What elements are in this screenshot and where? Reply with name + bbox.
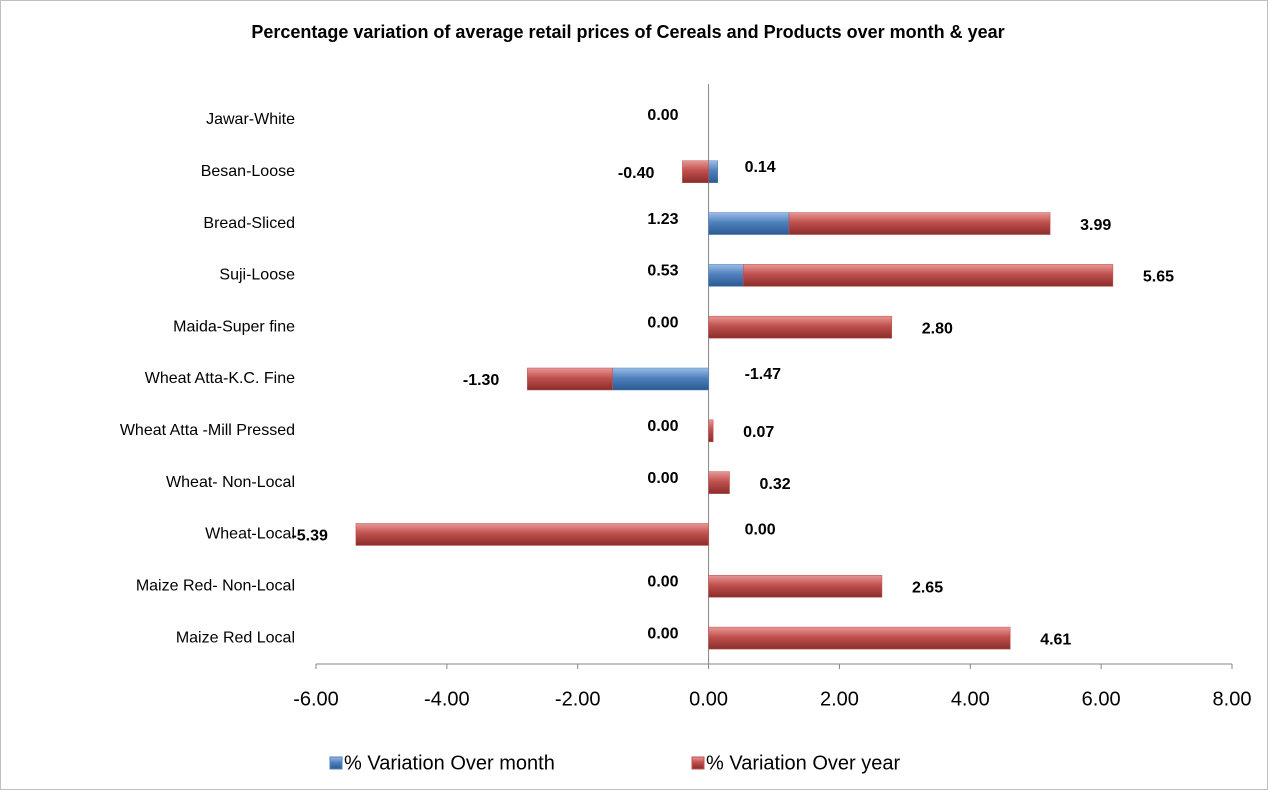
bar (612, 367, 709, 391)
bar (355, 523, 709, 546)
data-label: 4.61 (1040, 631, 1071, 648)
x-tick-label: 2.00 (820, 688, 859, 710)
data-label: 2.80 (922, 320, 953, 337)
y-tick-label: Wheat Atta-K.C. Fine (145, 370, 295, 387)
bar (742, 264, 1114, 287)
data-label: 0.00 (647, 470, 678, 487)
data-label: 0.00 (647, 418, 678, 435)
x-tick-label: 8.00 (1213, 688, 1252, 710)
y-tick-label: Jawar-White (206, 111, 295, 128)
y-tick-label: Wheat Atta -Mill Pressed (120, 422, 295, 439)
legend-swatch (691, 756, 705, 770)
y-tick-label: Wheat-Local (205, 526, 295, 543)
y-tick-label: Maida-Super fine (173, 318, 295, 335)
bar (708, 471, 730, 494)
bar (527, 367, 613, 391)
bar (708, 626, 1011, 650)
data-label: 0.00 (647, 625, 678, 642)
legend-label: % Variation Over year (706, 752, 900, 774)
x-tick-label: -2.00 (555, 688, 601, 710)
x-tick-label: 0.00 (689, 688, 728, 710)
bar (708, 575, 883, 598)
x-tick-label: -4.00 (424, 688, 470, 710)
data-label: -1.30 (463, 372, 500, 389)
x-tick-label: 6.00 (1082, 688, 1121, 710)
data-label: 0.07 (743, 424, 774, 441)
y-tick-label: Wheat- Non-Local (166, 474, 295, 491)
legend-swatch (329, 756, 343, 770)
y-tick-label: Maize Red- Non-Local (136, 577, 295, 594)
bar (708, 419, 714, 443)
y-tick-label: Suji-Loose (219, 267, 295, 284)
data-label: 5.65 (1143, 269, 1174, 286)
bar (708, 160, 718, 183)
bar (708, 264, 744, 287)
data-label: 0.00 (745, 522, 776, 539)
bar (788, 212, 1051, 235)
data-label: -1.47 (745, 366, 782, 383)
data-label: 0.53 (647, 263, 678, 280)
bar (708, 212, 790, 235)
x-tick-label: -6.00 (293, 688, 339, 710)
data-label: 0.00 (647, 573, 678, 590)
data-label: 0.14 (745, 159, 776, 176)
x-tick-label: 4.00 (951, 688, 990, 710)
data-label: 0.32 (760, 476, 791, 493)
data-label: 3.99 (1080, 217, 1111, 234)
data-label: 0.00 (647, 107, 678, 124)
legend-label: % Variation Over month (344, 752, 555, 774)
data-label: 2.65 (912, 579, 943, 596)
bar (682, 160, 709, 183)
y-tick-label: Maize Red Local (176, 629, 295, 646)
data-label: 0.00 (647, 314, 678, 331)
chart-title: Percentage variation of average retail p… (251, 22, 1004, 42)
y-tick-label: Bread-Sliced (203, 215, 295, 232)
bar (708, 315, 893, 339)
y-tick-label: Besan-Loose (201, 163, 295, 180)
data-label: 1.23 (647, 211, 678, 228)
data-label: -0.40 (618, 165, 655, 182)
data-label: -5.39 (291, 528, 328, 545)
